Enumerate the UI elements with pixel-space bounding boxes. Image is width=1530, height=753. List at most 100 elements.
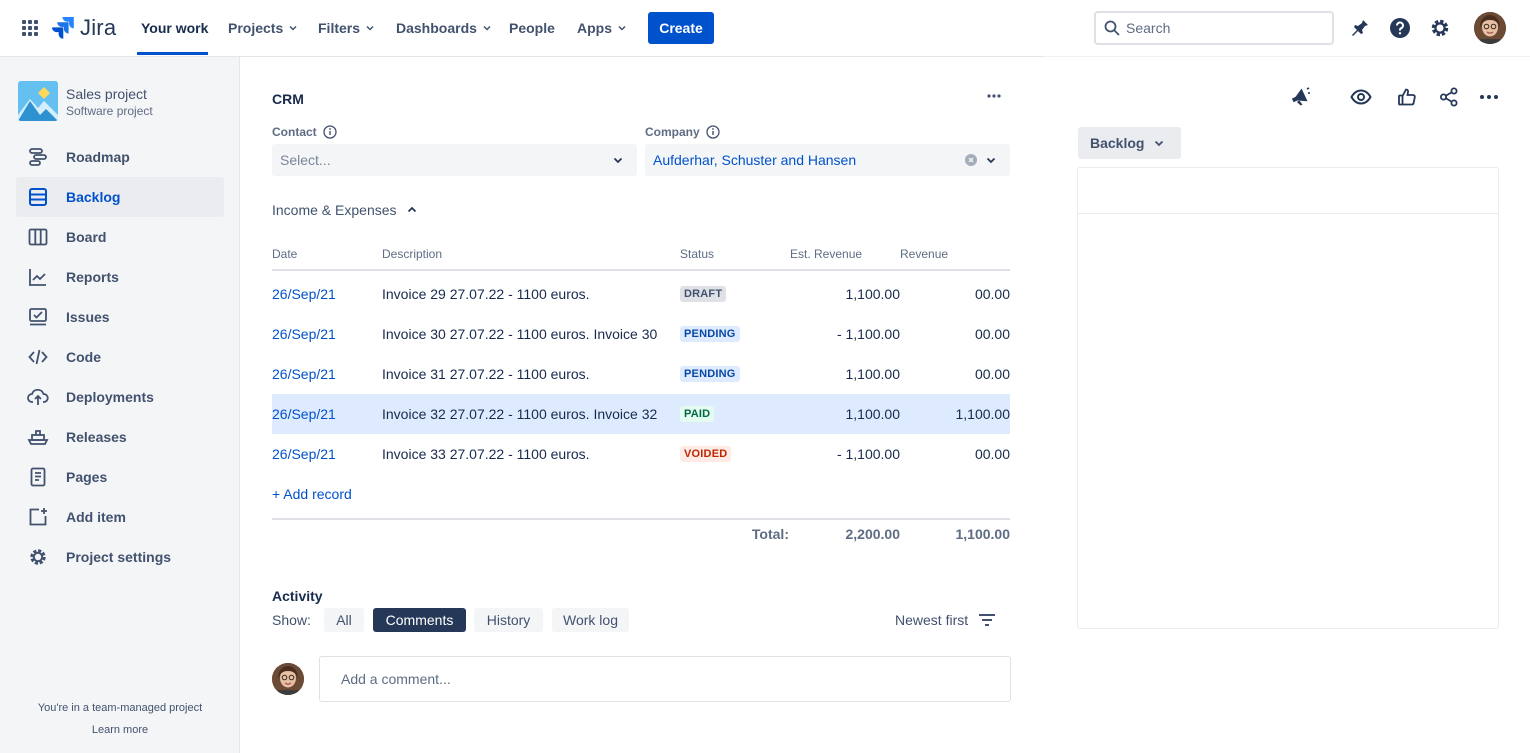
total-est-revenue: 2,200.00	[845, 526, 901, 542]
nav-apps[interactable]: Apps	[577, 0, 626, 56]
filter-all[interactable]: All	[324, 608, 364, 632]
add-record-button[interactable]: + Add record	[272, 486, 352, 502]
project-avatar[interactable]	[18, 81, 58, 121]
row-date[interactable]: 26/Sep/21	[272, 326, 336, 342]
nav-label: Apps	[577, 20, 612, 36]
contact-select[interactable]: Select...	[272, 144, 637, 176]
top-navigation: Jira Your work Projects Filters Dashboar…	[0, 0, 1530, 56]
table-row[interactable]: 26/Sep/21 Invoice 31 27.07.22 - 1100 eur…	[272, 354, 1010, 394]
announcement-icon[interactable]	[1288, 85, 1312, 109]
contact-placeholder: Select...	[280, 152, 331, 168]
add-comment-field[interactable]: Add a comment...	[319, 656, 1011, 702]
filter-history[interactable]: History	[474, 608, 543, 632]
code-icon	[26, 345, 50, 369]
column-header-revenue[interactable]: Revenue	[900, 247, 949, 261]
nav-people[interactable]: People	[509, 0, 555, 56]
notifications-icon[interactable]	[1348, 16, 1372, 40]
nav-filters[interactable]: Filters	[318, 0, 374, 56]
row-date[interactable]: 26/Sep/21	[272, 286, 336, 302]
app-switcher-icon[interactable]	[22, 20, 38, 36]
backlog-icon	[26, 185, 50, 209]
info-icon[interactable]	[323, 125, 337, 139]
column-header-status[interactable]: Status	[680, 247, 715, 261]
sidebar-item-label: Code	[66, 349, 101, 365]
releases-icon	[26, 425, 50, 449]
total-label: Total:	[751, 526, 789, 542]
table-row[interactable]: 26/Sep/21 Invoice 29 27.07.22 - 1100 eur…	[272, 274, 1010, 314]
sidebar-item-code[interactable]: Code	[16, 337, 224, 377]
learn-more-link[interactable]: Learn more	[91, 724, 149, 736]
sidebar-item-issues[interactable]: Issues	[16, 297, 224, 337]
chevron-down-icon[interactable]	[986, 155, 996, 165]
table-row[interactable]: 26/Sep/21 Invoice 32 27.07.22 - 1100 eur…	[272, 394, 1010, 434]
pages-icon	[26, 465, 50, 489]
sidebar-item-project-settings[interactable]: Project settings	[16, 537, 224, 577]
row-est-revenue: 1,100.00	[845, 366, 901, 382]
row-description: Invoice 31 27.07.22 - 1100 euros.	[382, 366, 590, 382]
more-icon[interactable]	[984, 86, 1004, 106]
income-expenses-toggle[interactable]: Income & Expenses	[272, 202, 417, 218]
sidebar-item-label: Project settings	[66, 549, 172, 565]
settings-icon[interactable]	[1428, 16, 1452, 40]
watch-icon[interactable]	[1349, 85, 1373, 109]
chevron-up-icon	[407, 206, 416, 213]
sidebar-item-reports[interactable]: Reports	[16, 257, 224, 297]
nav-projects[interactable]: Projects	[228, 0, 297, 56]
clear-icon[interactable]	[965, 154, 977, 166]
project-name[interactable]: Sales project	[66, 86, 147, 102]
chevron-down-icon	[483, 25, 491, 31]
create-button[interactable]: Create	[648, 12, 714, 44]
sidebar-item-label: Pages	[66, 469, 108, 485]
team-managed-note: You're in a team-managed project	[37, 702, 203, 714]
sidebar-item-deployments[interactable]: Deployments	[16, 377, 224, 417]
more-icon[interactable]	[1477, 85, 1501, 109]
details-panel-divider	[1078, 213, 1498, 214]
company-select[interactable]: Aufderhar, Schuster and Hansen	[645, 144, 1010, 176]
info-icon[interactable]	[706, 125, 720, 139]
row-status: PAID	[680, 394, 715, 434]
sidebar-item-board[interactable]: Board	[16, 217, 224, 257]
row-date[interactable]: 26/Sep/21	[272, 446, 336, 462]
status-dropdown-button[interactable]: Backlog	[1078, 127, 1181, 159]
share-icon[interactable]	[1437, 85, 1461, 109]
sidebar-item-add-item[interactable]: Add item	[16, 497, 224, 537]
sidebar-item-releases[interactable]: Releases	[16, 417, 224, 457]
column-header-description[interactable]: Description	[382, 247, 443, 261]
row-date[interactable]: 26/Sep/21	[272, 406, 336, 422]
sort-newest-first[interactable]: Newest first	[895, 612, 996, 628]
sidebar-item-roadmap[interactable]: Roadmap	[16, 137, 224, 177]
nav-label: Projects	[228, 20, 284, 36]
nav-dashboards[interactable]: Dashboards	[396, 0, 491, 56]
project-sidebar: Sales project Software project Roadmap B…	[0, 57, 240, 753]
company-value: Aufderhar, Schuster and Hansen	[653, 152, 857, 168]
gear-icon	[26, 545, 50, 569]
table-row[interactable]: 26/Sep/21 Invoice 33 27.07.22 - 1100 eur…	[272, 434, 1010, 474]
row-date[interactable]: 26/Sep/21	[272, 366, 336, 382]
filter-comments[interactable]: Comments	[373, 608, 466, 632]
reports-icon	[26, 265, 50, 289]
sidebar-item-pages[interactable]: Pages	[16, 457, 224, 497]
nav-your-work[interactable]: Your work	[141, 0, 208, 56]
like-icon[interactable]	[1395, 85, 1419, 109]
row-revenue: 00.00	[974, 326, 1010, 342]
row-description: Invoice 32 27.07.22 - 1100 euros. Invoic…	[382, 406, 658, 422]
jira-logo[interactable]: Jira	[52, 15, 116, 41]
active-nav-indicator	[137, 52, 208, 55]
total-divider	[272, 518, 1010, 520]
sidebar-item-label: Backlog	[66, 189, 121, 205]
row-status: DRAFT	[680, 274, 727, 314]
search-field[interactable]	[1094, 11, 1334, 45]
row-est-revenue: 1,100.00	[845, 406, 901, 422]
column-header-est-revenue[interactable]: Est. Revenue	[790, 247, 863, 261]
sidebar-item-backlog[interactable]: Backlog	[16, 177, 224, 217]
search-input[interactable]	[1126, 20, 1316, 36]
table-row[interactable]: 26/Sep/21 Invoice 30 27.07.22 - 1100 eur…	[272, 314, 1010, 354]
sidebar-item-label: Deployments	[66, 389, 154, 405]
column-header-date[interactable]: Date	[272, 247, 298, 261]
help-icon[interactable]	[1388, 16, 1412, 40]
user-avatar[interactable]	[1474, 12, 1506, 44]
filter-work-log[interactable]: Work log	[552, 608, 629, 632]
row-description: Invoice 30 27.07.22 - 1100 euros. Invoic…	[382, 326, 658, 342]
row-description: Invoice 33 27.07.22 - 1100 euros.	[382, 446, 590, 462]
chevron-down-icon	[289, 25, 297, 31]
